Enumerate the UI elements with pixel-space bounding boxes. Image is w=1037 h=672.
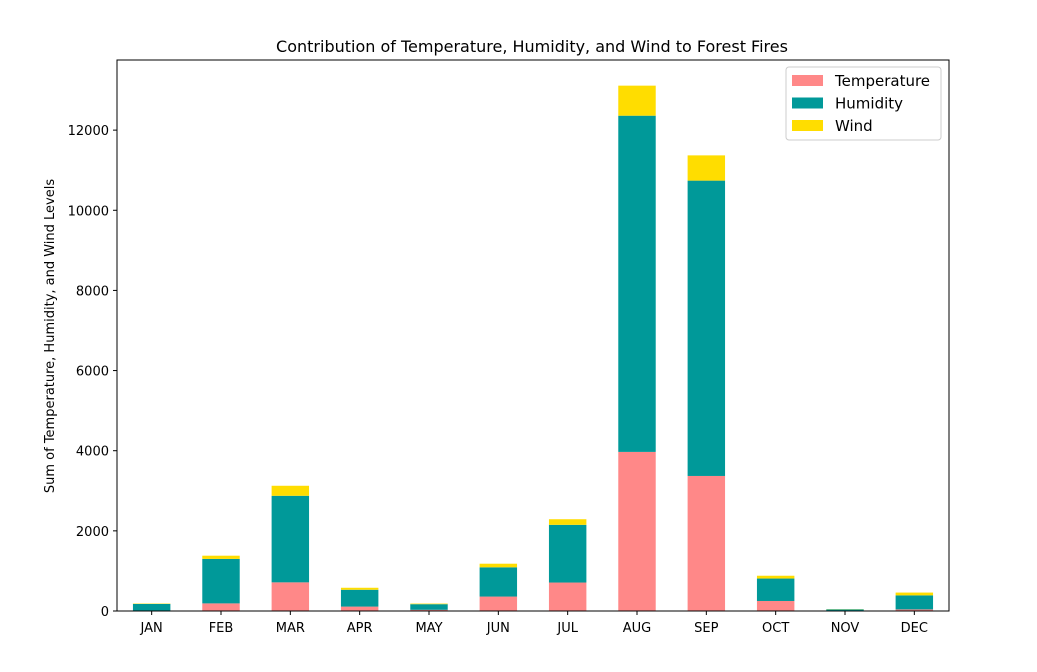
legend-swatch-temperature [792, 75, 823, 86]
x-tick-label-mar: MAR [276, 621, 305, 636]
bar-sep-temperature [688, 476, 725, 611]
bar-jun-humidity [480, 567, 517, 596]
y-axis-label: Sum of Temperature, Humidity, and Wind L… [43, 179, 58, 493]
bar-jul-temperature [549, 583, 586, 611]
y-tick-label: 2000 [76, 525, 109, 540]
bar-jun-wind [480, 564, 517, 568]
y-tick-label: 0 [101, 605, 109, 620]
x-tick-label-jun: JUN [486, 621, 510, 636]
x-tick-label-jan: JAN [140, 621, 163, 636]
bar-sep-wind [688, 155, 725, 180]
bar-aug-humidity [618, 116, 655, 452]
bars-layer [133, 86, 933, 611]
x-tick-label-aug: AUG [623, 621, 651, 636]
bar-feb-wind [202, 556, 239, 559]
y-tick-label: 10000 [68, 204, 109, 219]
bar-feb-humidity [202, 559, 239, 603]
plot-frame [117, 60, 949, 611]
bar-apr-humidity [341, 590, 378, 607]
bar-mar-wind [272, 486, 309, 496]
bar-may-humidity [410, 604, 447, 610]
x-tick-label-nov: NOV [831, 621, 860, 636]
x-tick-label-feb: FEB [209, 621, 234, 636]
x-tick-label-dec: DEC [901, 621, 928, 636]
legend: Temperature Humidity Wind [786, 67, 941, 140]
bar-jul-humidity [549, 525, 586, 583]
bar-apr-temperature [341, 607, 378, 611]
legend-label-humidity: Humidity [835, 95, 903, 113]
bar-oct-humidity [757, 579, 794, 601]
bar-sep-humidity [688, 181, 725, 476]
x-tick-label-oct: OCT [762, 621, 789, 636]
x-tick-label-may: MAY [415, 621, 442, 636]
bar-feb-temperature [202, 603, 239, 611]
y-tick-label: 12000 [68, 124, 109, 139]
bar-jul-wind [549, 519, 586, 525]
y-tick-label: 8000 [76, 284, 109, 299]
axes-layer: 0 2000 4000 6000 8000 10000 12000 JAN FEB MAR APR M… [68, 60, 949, 636]
bar-mar-humidity [272, 496, 309, 583]
bar-mar-temperature [272, 582, 309, 611]
x-tick-label-sep: SEP [694, 621, 718, 636]
y-tick-label: 6000 [76, 365, 109, 380]
legend-label-wind: Wind [835, 117, 873, 135]
legend-swatch-humidity [792, 98, 823, 109]
legend-label-temperature: Temperature [834, 72, 930, 90]
bar-dec-wind [896, 593, 933, 596]
bar-nov-humidity [826, 609, 863, 610]
x-tick-label-jul: JUL [556, 621, 578, 636]
y-tick-label: 4000 [76, 445, 109, 460]
bar-oct-temperature [757, 601, 794, 611]
bar-oct-wind [757, 576, 794, 579]
bar-may-wind [410, 604, 447, 605]
bar-aug-temperature [618, 452, 655, 611]
bar-jan-humidity [133, 604, 170, 611]
chart-title: Contribution of Temperature, Humidity, a… [276, 37, 788, 56]
bar-aug-wind [618, 86, 655, 116]
bar-jun-temperature [480, 597, 517, 611]
bar-dec-humidity [896, 595, 933, 609]
x-tick-label-apr: APR [347, 621, 373, 636]
legend-swatch-wind [792, 120, 823, 131]
bar-apr-wind [341, 588, 378, 590]
